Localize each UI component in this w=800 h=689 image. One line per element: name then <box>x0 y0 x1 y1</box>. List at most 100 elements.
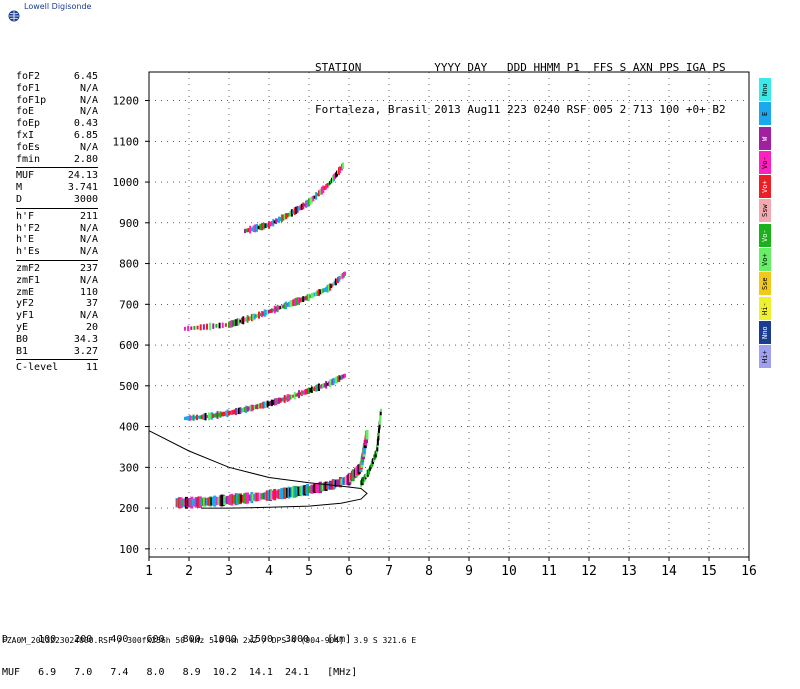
echo-mark <box>331 378 334 386</box>
param-row: D 3000 <box>16 194 98 206</box>
echo-mark <box>269 309 272 314</box>
y-tick-label: 1100 <box>113 135 140 148</box>
param-value: 6.45 <box>73 71 98 82</box>
echo-mark <box>312 195 315 202</box>
y-tick-label: 400 <box>119 421 139 434</box>
echo-mark <box>209 412 212 420</box>
echo-mark <box>325 286 328 292</box>
echo-mark <box>240 317 243 324</box>
param-row: yF2 37 <box>16 298 98 310</box>
echo-mark <box>260 311 263 318</box>
echo-mark <box>279 217 282 221</box>
echo-mark <box>187 325 190 332</box>
param-value: 237 <box>79 262 98 274</box>
echo-mark <box>242 316 245 325</box>
param-row: h'F 211 <box>16 211 98 223</box>
param-name: h'F2 <box>16 222 41 234</box>
echo-mark <box>282 397 285 402</box>
echo-mark <box>339 376 342 380</box>
echo-mark <box>252 225 255 233</box>
echo-mark <box>242 407 245 413</box>
echo-mark <box>318 190 320 197</box>
echo-mark <box>318 289 320 296</box>
header-values: Fortaleza, Brasil 2013 Aug11 223 0240 RS… <box>315 103 726 116</box>
echo-mark <box>295 393 298 397</box>
echo-mark <box>212 323 215 329</box>
echo-mark <box>305 200 308 208</box>
param-value: 0.43 <box>73 118 98 130</box>
param-value: 211 <box>79 210 98 222</box>
echo-mark <box>184 416 186 421</box>
y-tick-label: 700 <box>119 298 139 311</box>
param-value: 2.80 <box>73 153 98 165</box>
echo-mark <box>192 414 195 421</box>
echo-mark <box>292 210 295 214</box>
polarization-legend: Nno E W Vo- Vo+ Ssw Vo- Vo+ Sse Hi- Nno Hi+ <box>759 78 771 370</box>
legend-item: Vo- <box>759 150 771 174</box>
ionogram-plot: 1 2 3 4 5 6 7 8 9 10 11 12 13 14 15 1610020030040050060… <box>113 71 757 579</box>
echo-mark <box>302 296 305 302</box>
echo-mark <box>244 228 246 234</box>
echo-mark <box>290 300 293 307</box>
echo-mark <box>239 407 242 414</box>
param-row: B1 3.27 <box>16 346 98 358</box>
param-row: h'E N/A <box>16 234 98 246</box>
echo-mark <box>337 276 340 283</box>
echo-mark <box>342 271 345 278</box>
echo-mark <box>262 311 265 316</box>
echo-mark <box>265 309 268 316</box>
echo-mark <box>288 212 290 217</box>
legend-item: Ssw <box>759 199 771 223</box>
echo-mark <box>202 324 205 330</box>
echo-mark <box>245 405 248 413</box>
echo-mark <box>256 403 259 410</box>
param-name: h'F <box>16 210 35 222</box>
param-row: foF1p N/A <box>16 95 98 107</box>
echo-mark <box>289 211 292 217</box>
echo-mark <box>218 322 221 329</box>
echo-mark <box>292 394 295 398</box>
echo-mark <box>322 185 325 194</box>
echo-mark <box>315 192 318 200</box>
echo-mark <box>268 401 270 406</box>
globe-icon <box>8 10 20 22</box>
echo-mark <box>280 398 283 402</box>
echo-mark <box>273 305 276 314</box>
echo-mark <box>286 394 289 402</box>
echo-mark <box>230 320 233 328</box>
param-value: N/A <box>79 222 98 234</box>
param-row: yF1 N/A <box>16 310 98 322</box>
echo-mark <box>206 323 208 330</box>
param-value: 3.741 <box>67 182 98 194</box>
echo-mark <box>202 413 205 421</box>
echo-mark <box>268 221 270 229</box>
echo-mark <box>210 412 213 420</box>
echo-mark <box>376 444 379 452</box>
echo-mark <box>249 225 252 234</box>
echo-mark <box>312 292 315 298</box>
echo-mark <box>298 390 300 399</box>
param-name: B0 <box>16 333 29 345</box>
echo-mark <box>197 415 200 419</box>
echo-mark <box>334 278 337 286</box>
echo-mark <box>342 162 344 169</box>
echo-mark <box>212 413 215 418</box>
echo-mark <box>226 409 229 418</box>
echo-mark <box>278 216 280 223</box>
param-name: yF1 <box>16 310 35 322</box>
y-tick-label: 1000 <box>113 176 140 189</box>
param-name: foEp <box>16 118 41 130</box>
echo-mark <box>312 387 315 391</box>
echo-mark <box>283 395 286 403</box>
echo-mark <box>270 399 273 407</box>
echo-mark <box>306 199 309 207</box>
muf-value-row: MUF 6.9 7.0 7.4 8.0 8.9 10.2 14.1 24.1 [… <box>2 667 358 678</box>
param-value: N/A <box>79 82 98 94</box>
echo-mark <box>322 383 325 389</box>
echo-mark <box>316 290 319 296</box>
param-separator <box>16 167 98 169</box>
echo-mark <box>276 218 279 223</box>
echo-mark <box>259 313 262 317</box>
echo-mark <box>248 316 250 321</box>
echo-mark <box>201 414 204 420</box>
